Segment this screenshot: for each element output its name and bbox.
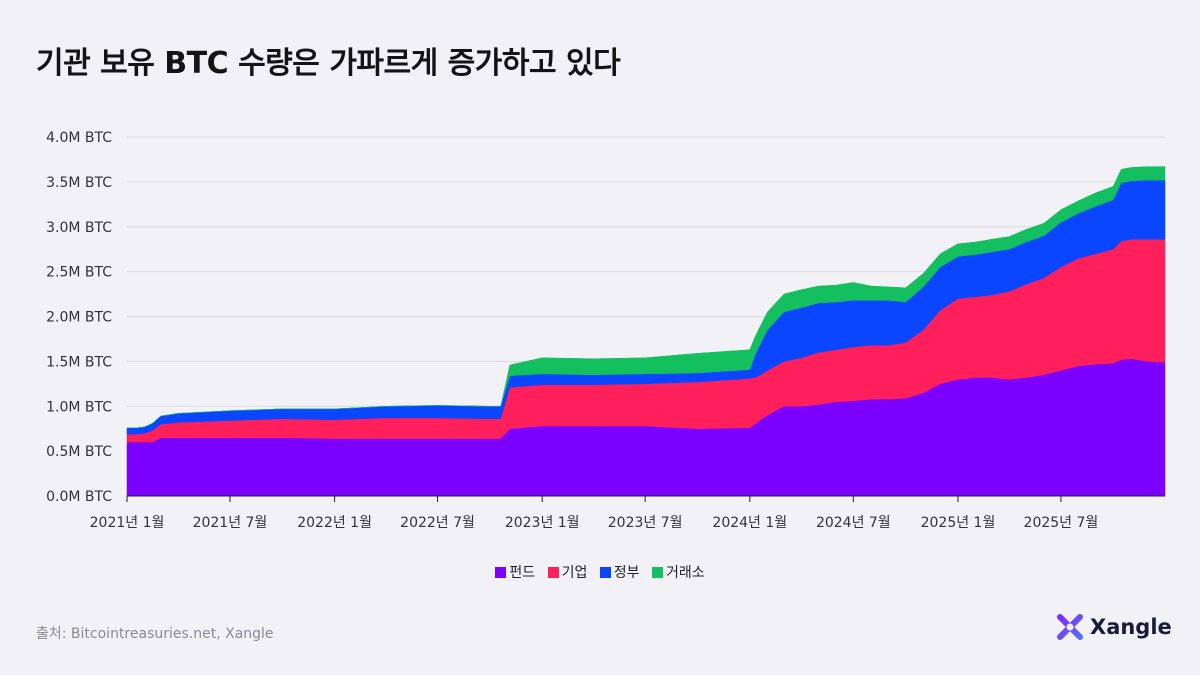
x-tick-label: 2023년 1월 [505,515,580,531]
y-tick-label: 2.0M BTC [46,310,112,326]
y-tick-label: 2.5M BTC [46,265,112,281]
chart-legend: 펀드 기업 정부 거래소 [0,562,1200,582]
x-tick-label: 2025년 1월 [921,515,996,531]
chart-axes: 0.0M BTC 0.5M BTC 1.0M BTC 1.5M BTC 2.0M BTC… [46,130,1165,531]
x-tick-label: 2024년 7월 [816,515,891,531]
y-tick-label: 3.5M BTC [46,175,112,191]
y-tick-label: 3.0M BTC [46,220,112,236]
legend-item-company: 기업 [547,562,588,582]
chart-areas [126,166,1166,497]
source-note: 출처: Bitcointreasuries.net, Xangle [36,626,274,642]
legend-swatch-government [599,567,611,578]
brand-logo: Xangle [1056,613,1172,641]
area-series-4 [127,166,1166,429]
chart-title: 기관 보유 BTC 수량은 가파르게 증가하고 있다 [36,46,621,81]
y-tick-label: 1.5M BTC [46,354,112,370]
x-tick-label: 2025년 7월 [1024,515,1099,531]
x-tick-label: 2022년 1월 [297,515,372,531]
legend-item-fund: 펀드 [495,562,535,582]
x-tick-label: 2023년 7월 [608,515,683,531]
x-tick-label: 2024년 1월 [712,515,787,531]
legend-label-exchange: 거래소 [666,565,705,581]
legend-swatch-company [547,567,559,578]
x-tick-label: 2021년 1월 [90,515,165,531]
legend-label-government: 정부 [613,565,640,581]
y-tick-label: 4.0M BTC [46,130,112,146]
brand-name: Xangle [1090,615,1172,639]
legend-label-company: 기업 [561,565,588,581]
y-tick-label: 1.0M BTC [46,399,112,415]
y-tick-label: 0.5M BTC [46,444,112,460]
x-tick-label: 2022년 7월 [400,515,475,531]
legend-swatch-fund [495,567,507,578]
legend-label-fund: 펀드 [509,565,536,581]
xangle-logo-icon [1057,614,1083,640]
legend-swatch-exchange [652,567,663,578]
y-tick-label: 0.0M BTC [46,489,112,505]
legend-item-exchange: 거래소 [652,562,705,582]
x-tick-label: 2021년 7월 [193,515,268,531]
legend-item-government: 정부 [599,562,640,582]
